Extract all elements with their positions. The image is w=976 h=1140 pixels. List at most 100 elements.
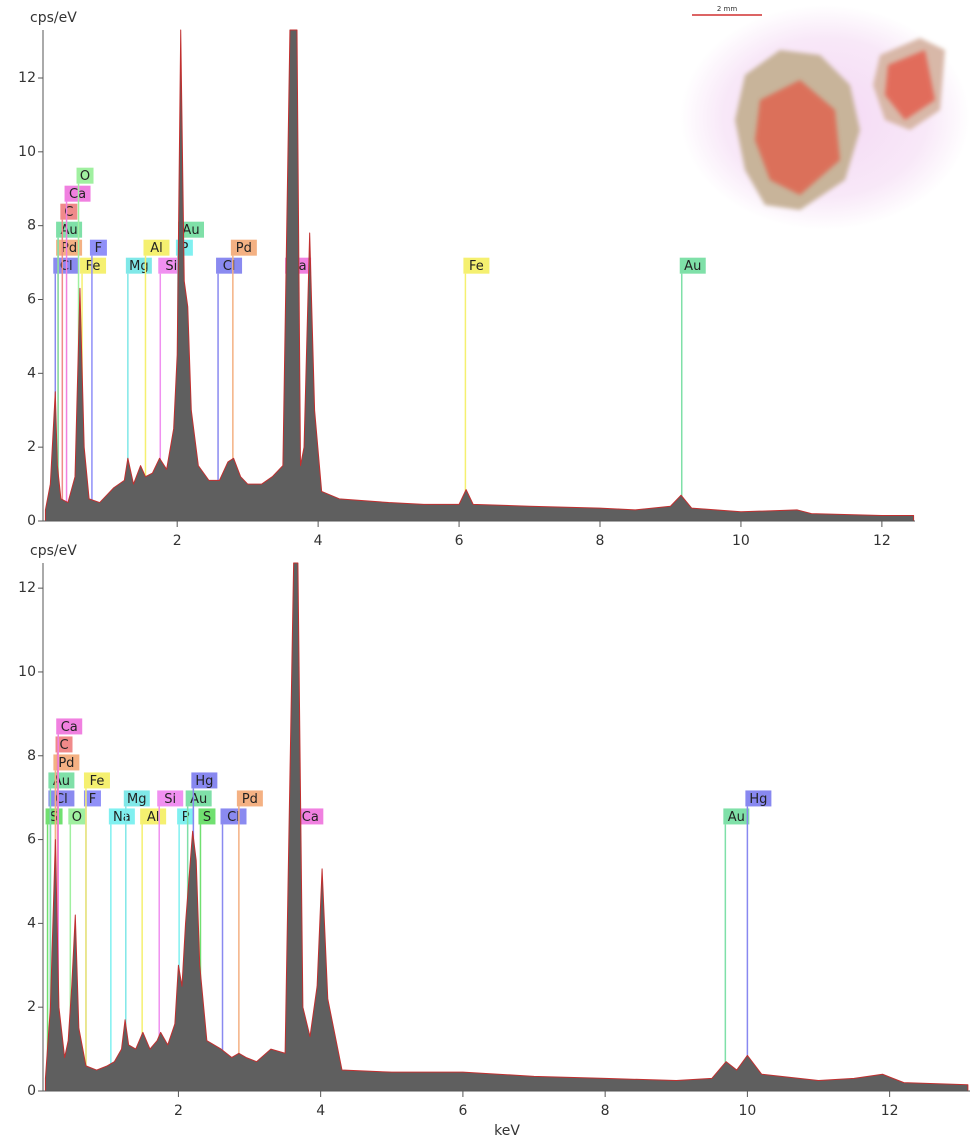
y-tick-label: 4 xyxy=(27,915,36,931)
y-tick-label: 0 xyxy=(27,1083,36,1099)
x-tick-label: 2 xyxy=(174,1103,183,1119)
x-tick-label: 10 xyxy=(738,1103,756,1119)
y-tick-label: 4 xyxy=(27,365,36,381)
y-tick-label: 6 xyxy=(27,291,36,307)
element-label-box xyxy=(216,257,243,274)
element-label: S xyxy=(203,810,211,825)
x-tick-label: 4 xyxy=(316,1103,325,1119)
element-label: O xyxy=(80,169,90,184)
element-label-box xyxy=(80,257,107,274)
element-label: O xyxy=(72,810,82,825)
element-label: Mg xyxy=(127,792,146,807)
element-label-box xyxy=(83,790,101,807)
element-label: Au xyxy=(61,223,78,238)
y-tick-label: 2 xyxy=(27,999,36,1015)
element-label: F xyxy=(89,792,96,807)
element-label: Al xyxy=(150,241,163,256)
x-tick-label: 8 xyxy=(601,1103,610,1119)
element-label: Cl xyxy=(227,810,240,825)
element-label-box xyxy=(83,772,110,789)
y-tick-label: 8 xyxy=(27,218,36,234)
x-tick-label: 2 xyxy=(173,533,182,549)
x-tick-label: 10 xyxy=(732,533,750,549)
element-label: C xyxy=(64,205,73,220)
spectrum-area xyxy=(44,562,969,1092)
element-label: Pd xyxy=(58,756,74,771)
y-tick-label: 0 xyxy=(27,513,36,529)
element-label-box xyxy=(123,790,150,807)
element-label: Mg xyxy=(129,259,148,274)
element-label-box xyxy=(178,221,205,238)
element-label: Pd xyxy=(61,241,77,256)
element-label: Fe xyxy=(90,774,105,789)
element-label: Hg xyxy=(195,774,213,789)
y-tick-label: 12 xyxy=(18,580,36,596)
y-tick-label: 6 xyxy=(27,832,36,848)
x-tick-label: 8 xyxy=(596,533,605,549)
element-label-box xyxy=(68,808,86,825)
y-tick-label: 8 xyxy=(27,748,36,764)
x-tick-label: 12 xyxy=(873,533,891,549)
element-label-box xyxy=(143,239,170,256)
element-label-box xyxy=(723,808,750,825)
element-label-box xyxy=(157,790,184,807)
element-label: Hg xyxy=(749,792,767,807)
fragment-stain xyxy=(755,80,840,195)
element-label: Au xyxy=(728,810,745,825)
element-label-box xyxy=(76,167,94,184)
element-label-box xyxy=(463,257,490,274)
element-label: Au xyxy=(182,223,199,238)
element-label: P xyxy=(182,810,190,825)
element-label-box xyxy=(177,808,195,825)
element-label-box xyxy=(198,808,216,825)
y-tick-label: 12 xyxy=(18,70,36,86)
element-label-box xyxy=(220,808,247,825)
y-axis-title: cps/eV xyxy=(30,543,77,559)
x-axis-title: keV xyxy=(494,1123,520,1139)
element-label: Ca xyxy=(61,720,78,735)
element-label: Na xyxy=(113,810,131,825)
element-label: F xyxy=(95,241,102,256)
element-label-box xyxy=(185,790,212,807)
x-tick-label: 6 xyxy=(455,533,464,549)
y-axis-title: cps/eV xyxy=(30,10,77,26)
element-label: Si xyxy=(165,259,177,274)
element-label: Ca xyxy=(302,810,319,825)
element-label-box xyxy=(89,239,107,256)
element-label-box xyxy=(60,203,78,220)
x-tick-label: 6 xyxy=(458,1103,467,1119)
fragment-stain xyxy=(885,50,935,120)
element-label: Si xyxy=(164,792,176,807)
y-tick-label: 10 xyxy=(18,664,36,680)
element-label: S xyxy=(50,810,58,825)
element-label-box xyxy=(297,808,324,825)
element-label-box xyxy=(53,754,80,771)
element-label: Fe xyxy=(86,259,101,274)
element-label-box xyxy=(230,239,257,256)
element-label-box xyxy=(55,736,73,753)
element-label-box xyxy=(64,185,91,202)
y-tick-label: 10 xyxy=(18,144,36,160)
y-tick-label: 2 xyxy=(27,439,36,455)
element-label: Ca xyxy=(69,187,86,202)
element-label: P xyxy=(180,241,188,256)
x-tick-label: 12 xyxy=(881,1103,899,1119)
element-label-box xyxy=(56,718,83,735)
element-label-box xyxy=(745,790,772,807)
element-label-box xyxy=(108,808,135,825)
element-label: Pd xyxy=(236,241,252,256)
scale-label: 2 mm xyxy=(717,5,737,13)
element-label: Au xyxy=(684,259,701,274)
element-label: Pd xyxy=(242,792,258,807)
element-label-box xyxy=(191,772,218,789)
element-label: Au xyxy=(190,792,207,807)
x-tick-label: 4 xyxy=(314,533,323,549)
spectrum-area xyxy=(44,29,915,522)
element-label: Fe xyxy=(469,259,484,274)
element-label-box xyxy=(236,790,263,807)
element-label-box xyxy=(679,257,706,274)
element-label: Al xyxy=(147,810,160,825)
element-label: C xyxy=(59,738,68,753)
inset-photo: 2 mm xyxy=(680,5,970,230)
